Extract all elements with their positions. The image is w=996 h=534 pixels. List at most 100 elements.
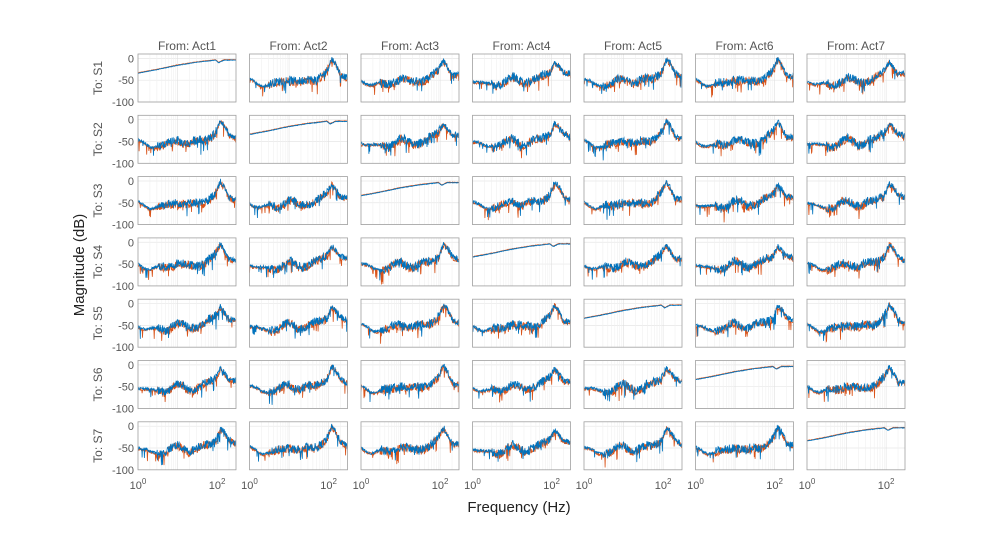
series-line-model — [361, 303, 459, 339]
series-line-model — [584, 304, 682, 319]
y-tick-label: -100 — [112, 158, 134, 170]
row-title: To: S3 — [91, 183, 105, 217]
x-tick-label: 100 — [353, 477, 370, 492]
subplot-frame — [360, 176, 460, 226]
x-tick-label: 100 — [464, 477, 481, 492]
y-tick-label: 0 — [128, 115, 134, 127]
subplot-panel — [806, 176, 906, 226]
subplot-panel — [695, 237, 794, 287]
y-tick-label: 0 — [128, 176, 134, 188]
row-title: To: S6 — [91, 367, 105, 401]
subplot-panel — [472, 421, 571, 471]
subplot-panel — [583, 298, 683, 348]
subplot-panel — [472, 360, 571, 409]
subplot-panel — [360, 421, 460, 471]
subplot-panel — [583, 421, 683, 471]
y-tick-label: -50 — [118, 198, 134, 210]
subplot-panel — [806, 114, 906, 164]
y-tick-label: 0 — [128, 237, 134, 249]
x-tick-label: 102 — [655, 477, 672, 492]
y-tick-label: -50 — [118, 443, 134, 455]
series-line-measurement — [472, 429, 571, 461]
series-line-measurement — [695, 57, 794, 98]
series-line-measurement — [584, 368, 682, 402]
series-line-measurement — [361, 303, 459, 344]
subplot-frame — [249, 176, 348, 226]
series-line-model — [249, 364, 348, 405]
subplot-panel — [137, 237, 237, 287]
y-tick-label: -100 — [112, 281, 134, 293]
series-line-model — [807, 122, 905, 154]
subplot-panel — [695, 114, 794, 164]
subplot-frame — [806, 360, 906, 409]
subplot-frame — [360, 237, 460, 287]
subplot-frame — [583, 421, 683, 471]
subplot-frame — [360, 114, 460, 164]
series-line-model — [472, 366, 571, 402]
series-line-model — [584, 243, 682, 280]
subplot-panel — [249, 176, 348, 226]
series-line-measurement — [807, 59, 905, 95]
y-tick-label: -50 — [118, 382, 134, 394]
subplot-frame — [583, 114, 683, 164]
series-line-model — [361, 57, 459, 92]
x-tick-label: 102 — [432, 477, 449, 492]
subplot-frame — [472, 360, 571, 409]
subplot-panel — [249, 114, 348, 164]
column-title: From: Act4 — [492, 39, 550, 53]
subplot-frame — [583, 176, 683, 226]
y-tick-label: -100 — [112, 97, 134, 109]
subplot-frame — [695, 53, 794, 103]
series-line-model — [472, 120, 571, 156]
y-axis-label: Magnitude (dB) — [71, 214, 88, 317]
series-line-model — [695, 182, 794, 215]
row-title: To: S5 — [91, 306, 105, 340]
series-line-model — [472, 304, 571, 338]
row-title: To: S1 — [91, 61, 105, 95]
column-title: From: Act1 — [158, 39, 216, 53]
series-line-model — [249, 423, 348, 462]
series-line-measurement — [138, 120, 236, 155]
series-line-model — [584, 57, 682, 94]
subplot-frame — [249, 237, 348, 287]
series-line-model — [249, 57, 348, 94]
subplot-panel — [360, 360, 460, 409]
y-tick-label: -100 — [112, 220, 134, 232]
x-tick-label: 102 — [543, 477, 560, 492]
subplot-panel — [583, 237, 683, 287]
series-line-model — [695, 365, 794, 381]
series-line-model — [695, 243, 794, 277]
subplot-frame — [472, 237, 571, 287]
row-title: To: S4 — [91, 245, 105, 279]
subplot-panel — [472, 298, 571, 348]
subplot-frame — [695, 114, 794, 164]
series-line-model — [361, 122, 459, 156]
series-line-model — [249, 244, 348, 278]
subplot-frame — [360, 298, 460, 348]
subplot-panel — [249, 53, 348, 103]
subplot-panel — [137, 176, 237, 226]
series-line-measurement — [695, 365, 794, 380]
subplot-frame — [583, 237, 683, 287]
y-tick-label: -100 — [112, 404, 134, 416]
series-line-model — [472, 428, 571, 462]
x-tick-label: 102 — [766, 477, 783, 492]
series-line-model — [584, 119, 682, 161]
y-tick-label: -100 — [112, 465, 134, 477]
subplot-panel — [583, 53, 683, 103]
subplot-frame — [249, 421, 348, 471]
subplot-frame — [249, 298, 348, 348]
series-line-model — [584, 427, 682, 463]
subplot-frame — [360, 421, 460, 471]
series-line-model — [807, 427, 905, 442]
subplot-frame — [806, 421, 906, 471]
series-line-model — [807, 243, 905, 274]
series-line-model — [807, 59, 905, 93]
subplot-frame — [137, 114, 237, 164]
subplot-panel — [360, 53, 460, 103]
row-title: To: S7 — [91, 428, 105, 462]
series-line-model — [361, 363, 459, 403]
subplot-frame — [137, 421, 237, 471]
